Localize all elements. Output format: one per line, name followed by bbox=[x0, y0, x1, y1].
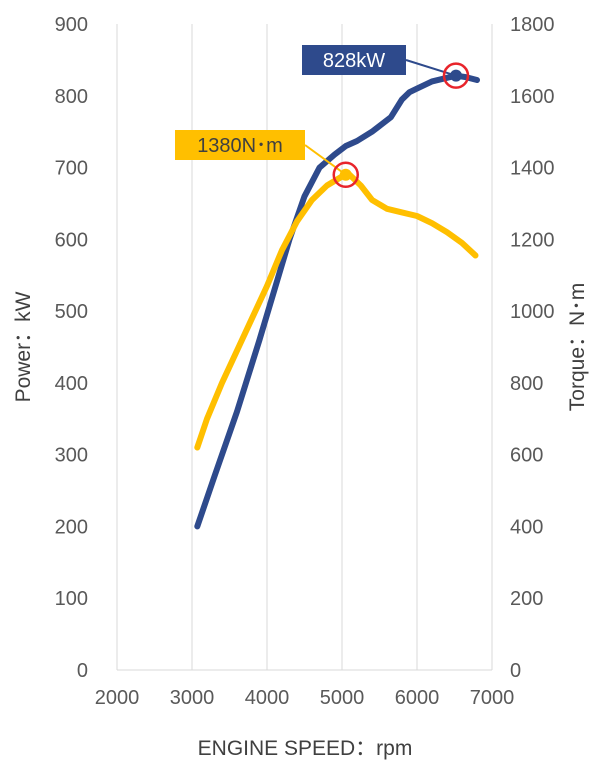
y2-tick-label: 200 bbox=[510, 588, 543, 610]
y2-axis-ticks: 0 200 400 600 800 1000 1200 1400 1600 1800 bbox=[510, 14, 555, 682]
x-tick-label: 5000 bbox=[320, 687, 365, 709]
y-tick-label: 200 bbox=[55, 516, 88, 538]
y-tick-label: 400 bbox=[55, 373, 88, 395]
annotation-label: 828kW bbox=[323, 50, 385, 72]
x-tick-label: 6000 bbox=[395, 687, 440, 709]
y2-tick-label: 1600 bbox=[510, 86, 555, 108]
x-axis-ticks: 2000 3000 4000 5000 6000 7000 bbox=[95, 687, 515, 709]
highlight-circle bbox=[332, 161, 359, 188]
y2-tick-label: 1400 bbox=[510, 158, 555, 180]
x-tick-label: 3000 bbox=[170, 687, 215, 709]
y2-tick-label: 1200 bbox=[510, 229, 555, 251]
y-tick-label: 900 bbox=[55, 14, 88, 36]
x-tick-label: 2000 bbox=[95, 687, 140, 709]
y-tick-label: 0 bbox=[77, 660, 88, 682]
annotation-leader bbox=[405, 59, 457, 77]
y-axis-ticks: 0 100 200 300 400 500 600 700 800 900 bbox=[55, 14, 88, 682]
y2-tick-label: 600 bbox=[510, 445, 543, 467]
y-tick-label: 600 bbox=[55, 229, 88, 251]
y-tick-label: 700 bbox=[55, 158, 88, 180]
highlight-circle bbox=[442, 62, 470, 89]
y2-tick-label: 0 bbox=[510, 660, 521, 682]
power-series-line bbox=[194, 72, 480, 530]
annotation-point bbox=[339, 168, 352, 181]
x-tick-label: 4000 bbox=[245, 687, 290, 709]
annotation-box bbox=[175, 130, 305, 160]
y2-axis-label: Torque：N･m bbox=[566, 283, 589, 411]
y2-tick-label: 400 bbox=[510, 516, 543, 538]
x-tick-label: 7000 bbox=[470, 687, 515, 709]
annotation-leader bbox=[304, 144, 347, 176]
y-tick-label: 800 bbox=[55, 86, 88, 108]
annotation-point bbox=[450, 69, 462, 82]
annotation-label: 1380N･m bbox=[197, 135, 283, 157]
y-tick-label: 300 bbox=[55, 445, 88, 467]
y2-tick-label: 800 bbox=[510, 373, 543, 395]
annotations: 828kW 1380N･m bbox=[175, 45, 470, 188]
y2-tick-label: 1800 bbox=[510, 14, 555, 36]
y2-tick-label: 1000 bbox=[510, 301, 555, 323]
y-tick-label: 500 bbox=[55, 301, 88, 323]
x-axis-label: ENGINE SPEED：rpm bbox=[198, 737, 413, 760]
annotation-box bbox=[302, 45, 406, 75]
y-axis-label: Power：kW bbox=[12, 291, 35, 402]
grid bbox=[116, 24, 493, 671]
y-tick-label: 100 bbox=[55, 588, 88, 610]
